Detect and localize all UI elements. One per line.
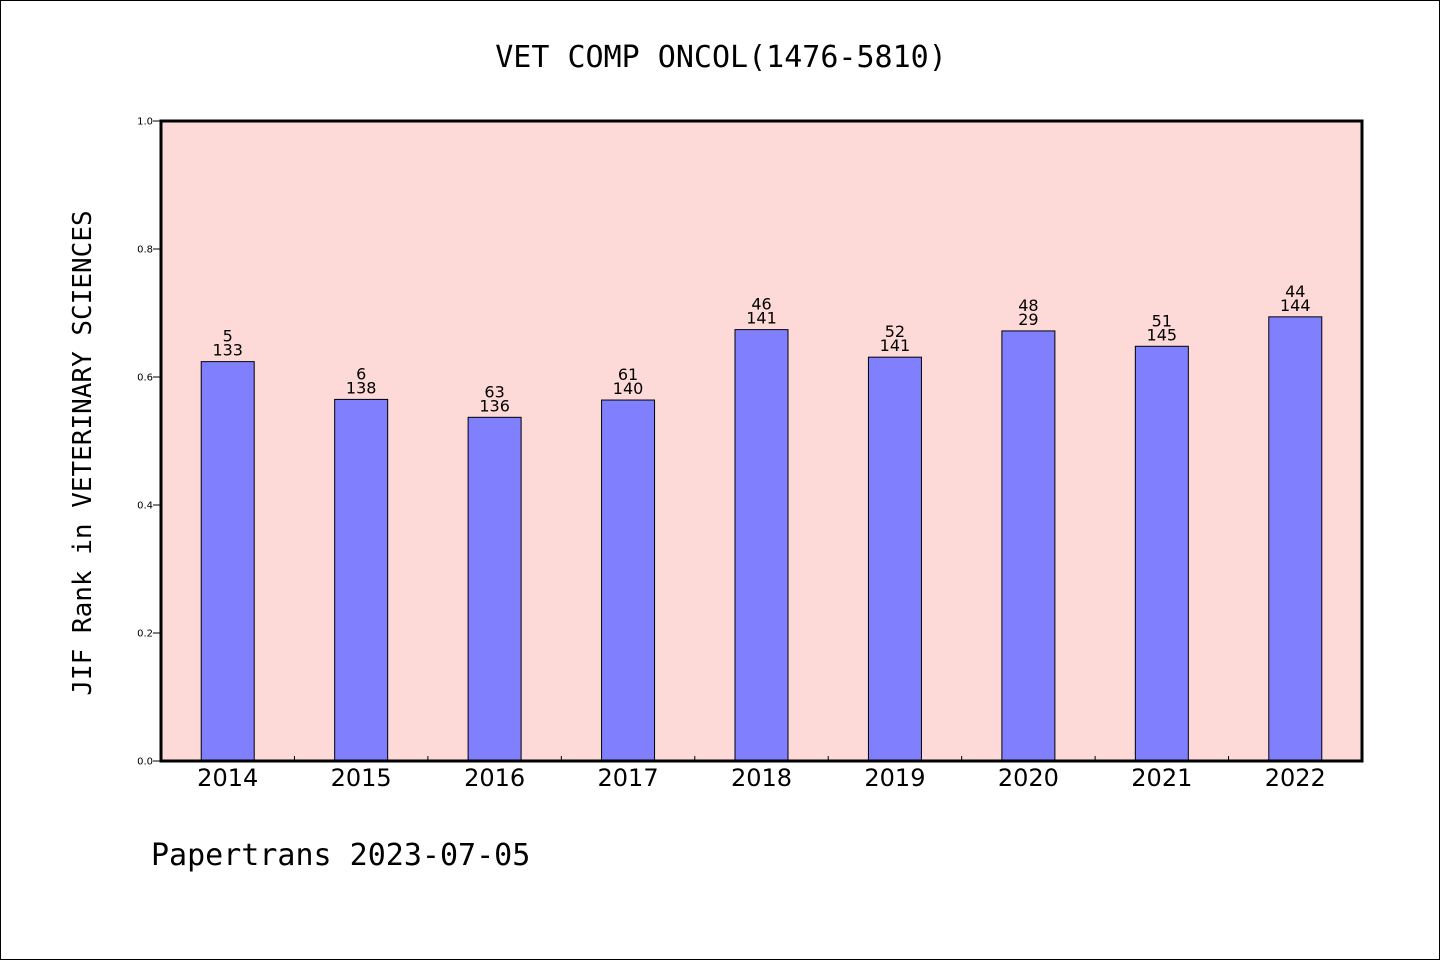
rank-label: 51 [1152, 311, 1172, 330]
bar-2021 [1134, 345, 1189, 762]
x-tick-label: 2021 [1131, 764, 1192, 792]
bar-2014 [200, 361, 255, 762]
bar-2016 [467, 416, 522, 762]
total-label: 133 [212, 341, 243, 360]
rank-label: 61 [618, 365, 638, 384]
total-label: 144 [1280, 296, 1311, 315]
footer-credit: Papertrans 2023-07-05 [151, 838, 530, 873]
y-tick-label: 0.2 [137, 629, 153, 640]
bar-2019 [867, 356, 922, 762]
y-tick-label: 0.6 [137, 373, 153, 384]
rank-label: 52 [885, 322, 905, 341]
x-tick-label: 2017 [598, 764, 659, 792]
rank-label: 6 [356, 364, 366, 383]
x-tick-label: 2022 [1265, 764, 1326, 792]
y-tick-label: 0.8 [137, 245, 153, 256]
bar-2022 [1268, 316, 1323, 762]
x-tick-label: 2016 [464, 764, 525, 792]
y-tick-label: 0.0 [137, 757, 153, 768]
bar-2018 [734, 329, 789, 762]
x-tick-label: 2014 [197, 764, 258, 792]
total-label: 29 [1018, 310, 1038, 329]
x-tick-label: 2020 [998, 764, 1059, 792]
x-tick-label: 2019 [864, 764, 925, 792]
total-label: 140 [613, 379, 644, 398]
x-axis: 2014 2015 2016 2017 2018 2019 2020 2021 2022 [197, 756, 1326, 792]
bar-2017 [601, 399, 656, 762]
y-tick-label: 1.0 [137, 117, 153, 128]
bars-group [200, 316, 1323, 762]
plot-border [159, 119, 1364, 763]
rank-label: 46 [751, 295, 771, 314]
total-label: 141 [746, 309, 777, 328]
rank-label: 63 [484, 382, 504, 401]
y-tick-label: 0.4 [137, 501, 153, 512]
chart-title: VET COMP ONCOL(1476-5810) [495, 40, 947, 75]
rank-label: 48 [1018, 296, 1038, 315]
total-label: 136 [479, 396, 510, 415]
total-label: 141 [880, 336, 911, 355]
bar-2020 [1001, 330, 1056, 762]
rank-label: 44 [1285, 282, 1305, 301]
total-label: 145 [1147, 325, 1178, 344]
rank-label: 5 [223, 327, 233, 346]
x-tick-label: 2015 [331, 764, 392, 792]
y-axis: 0.0 0.2 0.4 0.6 0.8 1.0 [137, 117, 161, 768]
bar-2015 [334, 398, 389, 762]
y-axis-label: JIF Rank in VETERINARY SCIENCES [68, 210, 98, 695]
total-label: 138 [346, 378, 377, 397]
x-tick-label: 2018 [731, 764, 792, 792]
